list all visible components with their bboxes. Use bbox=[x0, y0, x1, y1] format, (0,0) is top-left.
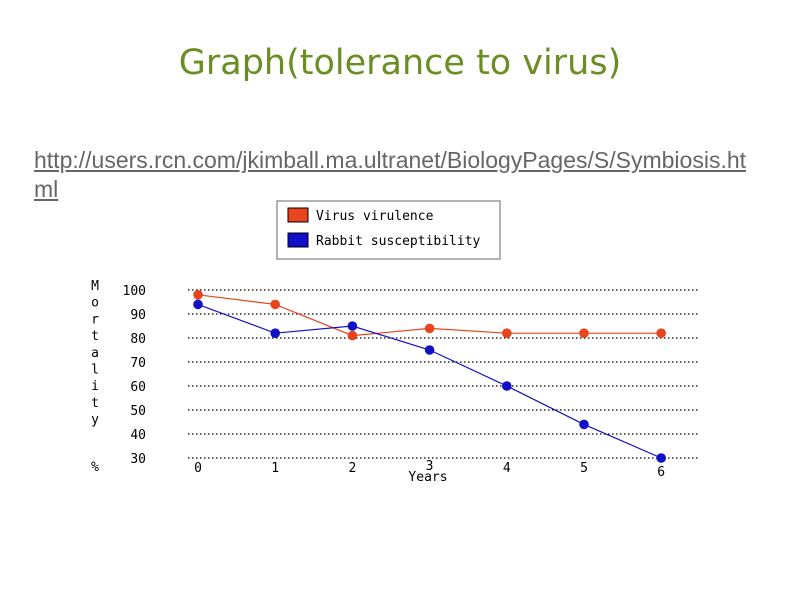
x-tick-label: 4 bbox=[503, 461, 511, 476]
data-point bbox=[502, 328, 512, 339]
y-label-char: t bbox=[91, 329, 99, 344]
legend-swatch bbox=[287, 207, 309, 223]
y-tick-label: 90 bbox=[130, 308, 146, 323]
x-tick-label: 5 bbox=[580, 461, 588, 476]
x-tick-label: 0 bbox=[194, 461, 202, 476]
y-tick-label: 80 bbox=[130, 332, 146, 347]
legend-entry: Virus virulence bbox=[316, 209, 434, 224]
y-label-char: y bbox=[91, 413, 99, 428]
y-tick-label: 70 bbox=[130, 356, 146, 371]
x-tick-label: 2 bbox=[348, 461, 356, 476]
data-point bbox=[270, 328, 281, 339]
data-point bbox=[579, 419, 589, 430]
y-tick-label: 100 bbox=[123, 284, 146, 299]
data-point bbox=[347, 321, 358, 331]
chart-legend: Virus virulence Rabbit susceptibility bbox=[276, 200, 501, 260]
source-link[interactable]: http://users.rcn.com/jkimball.ma.ultrane… bbox=[34, 147, 747, 202]
slide-title: Graph(tolerance to virus) bbox=[178, 43, 622, 83]
data-point bbox=[502, 381, 512, 391]
y-label-char: i bbox=[91, 379, 99, 394]
data-point bbox=[424, 345, 435, 355]
chart-grid bbox=[188, 289, 700, 459]
y-label-char: % bbox=[91, 460, 99, 475]
x-axis-ticks: 0 1 2 3 4 5 6 bbox=[194, 459, 665, 480]
data-point bbox=[656, 328, 666, 339]
y-label-char: t bbox=[91, 396, 99, 411]
y-axis-ticks: 100 90 80 70 60 50 40 30 bbox=[123, 284, 146, 467]
data-point bbox=[579, 328, 589, 339]
y-tick-label: 60 bbox=[130, 380, 146, 395]
x-tick-label: 3 bbox=[426, 459, 434, 474]
y-tick-label: 30 bbox=[130, 452, 146, 467]
legend-box bbox=[276, 200, 501, 260]
legend-swatch bbox=[287, 232, 309, 248]
data-point bbox=[193, 299, 203, 310]
data-point bbox=[347, 330, 358, 341]
x-tick-label: 1 bbox=[271, 461, 279, 476]
data-point bbox=[270, 299, 281, 310]
legend-entry: Rabbit susceptibility bbox=[316, 234, 481, 249]
x-tick-label: 6 bbox=[657, 465, 665, 480]
y-tick-label: 50 bbox=[130, 404, 146, 419]
data-point bbox=[193, 290, 203, 300]
data-point bbox=[424, 323, 435, 334]
y-label-char: o bbox=[91, 296, 99, 311]
y-label-char: l bbox=[91, 363, 99, 378]
y-label-char: a bbox=[91, 346, 99, 361]
data-point bbox=[656, 453, 666, 463]
y-label-char: r bbox=[91, 312, 99, 327]
chart-series bbox=[193, 290, 666, 463]
y-tick-label: 40 bbox=[130, 428, 146, 443]
x-axis-label: Years bbox=[408, 470, 447, 485]
y-label-char: M bbox=[91, 279, 99, 294]
